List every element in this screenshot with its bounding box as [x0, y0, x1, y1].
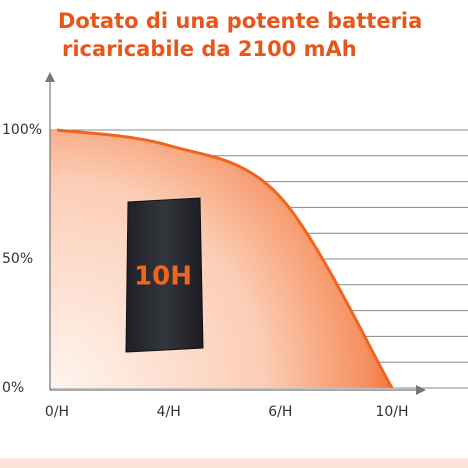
- x-tick-label: 4/H: [157, 404, 181, 420]
- footer-band: [0, 458, 468, 468]
- battery: 10H: [125, 197, 204, 353]
- badge: 10H: [134, 262, 192, 292]
- y-tick-label: 0%: [2, 380, 24, 396]
- axes: [45, 72, 426, 395]
- y-tick-label: 50%: [2, 251, 33, 267]
- y-tick-label: 100%: [2, 122, 42, 138]
- x-tick-label: 10/H: [375, 404, 408, 420]
- title: Dotato di una potente batteria: [58, 9, 422, 33]
- title: ricaricabile da 2100 mAh: [62, 37, 357, 61]
- line: [56, 128, 394, 389]
- x-tick-label: 0/H: [45, 404, 69, 420]
- x-tick-label: 6/H: [268, 404, 292, 420]
